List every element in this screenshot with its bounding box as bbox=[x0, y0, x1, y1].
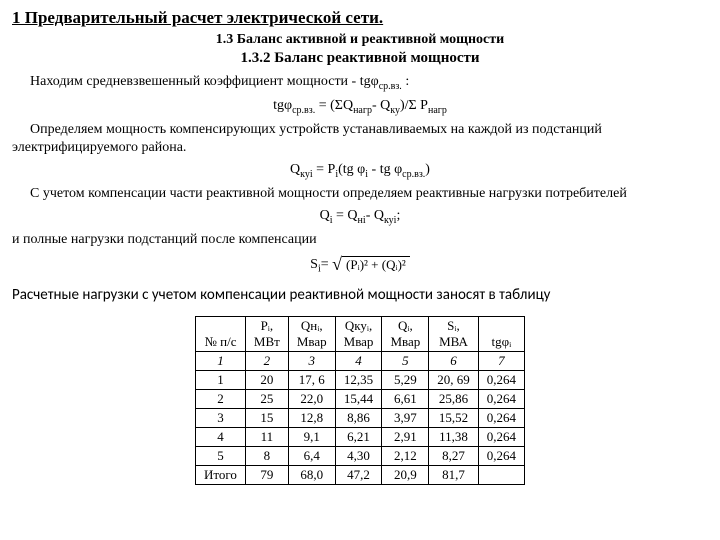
summary-text: Расчетные нагрузки с учетом компенсации … bbox=[12, 286, 708, 306]
table-row: 12017, 612,355,2920, 690,264 bbox=[196, 370, 525, 389]
formula-1: tgφср.вз. = (ΣQнагр- Qку)/Σ Pнагр bbox=[12, 97, 708, 117]
table-subhead-row: 1234567 bbox=[196, 351, 525, 370]
para-3: С учетом компенсации части реактивной мо… bbox=[12, 185, 708, 203]
table-row: 4119,16,212,9111,380,264 bbox=[196, 427, 525, 446]
table-header-row: № п/сPᵢ,МВтQнᵢ,МварQкуᵢ,МварQᵢ,МварSᵢ,МВ… bbox=[196, 316, 525, 351]
formula-2: Qкуi = Pi(tg φi - tg φср.вз.) bbox=[12, 161, 708, 181]
loads-table: № п/сPᵢ,МВтQнᵢ,МварQкуᵢ,МварQᵢ,МварSᵢ,МВ… bbox=[195, 316, 525, 485]
formula-3: Qi = Qнi- Qкуi; bbox=[12, 207, 708, 227]
table-row: 22522,015,446,6125,860,264 bbox=[196, 389, 525, 408]
para-2: Определяем мощность компенсирующих устро… bbox=[12, 121, 708, 157]
heading-1: 1 Предварительный расчет электрической с… bbox=[12, 8, 708, 28]
para-1: Находим средневзвешенный коэффициент мощ… bbox=[12, 73, 708, 93]
para-4: и полные нагрузки подстанций после компе… bbox=[12, 231, 708, 249]
table-row: 586,44,302,128,270,264 bbox=[196, 446, 525, 465]
heading-2: 1.3 Баланс активной и реактивной мощност… bbox=[12, 32, 708, 48]
table-row: 31512,88,863,9715,520,264 bbox=[196, 408, 525, 427]
table-row-total: Итого7968,047,220,981,7 bbox=[196, 465, 525, 484]
formula-4: Si= √(Pᵢ)² + (Qᵢ)² bbox=[12, 253, 708, 276]
heading-3: 1.3.2 Баланс реактивной мощности bbox=[12, 50, 708, 67]
